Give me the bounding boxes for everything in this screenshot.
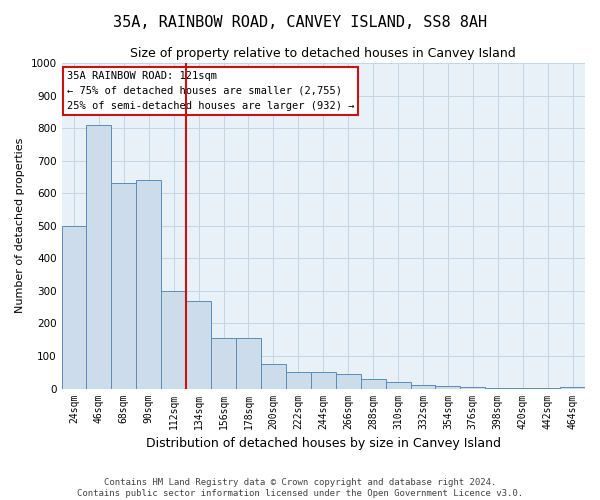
Bar bbox=[261, 364, 286, 388]
Bar bbox=[136, 180, 161, 388]
Bar bbox=[386, 382, 410, 388]
Bar bbox=[560, 387, 585, 388]
Bar bbox=[211, 338, 236, 388]
Bar bbox=[460, 387, 485, 388]
Bar bbox=[336, 374, 361, 388]
Bar bbox=[86, 125, 112, 388]
Bar bbox=[361, 379, 386, 388]
Bar bbox=[62, 226, 86, 388]
Text: 35A, RAINBOW ROAD, CANVEY ISLAND, SS8 8AH: 35A, RAINBOW ROAD, CANVEY ISLAND, SS8 8A… bbox=[113, 15, 487, 30]
Bar bbox=[436, 386, 460, 388]
Bar bbox=[286, 372, 311, 388]
Title: Size of property relative to detached houses in Canvey Island: Size of property relative to detached ho… bbox=[130, 48, 516, 60]
Bar bbox=[186, 300, 211, 388]
Text: Contains HM Land Registry data © Crown copyright and database right 2024.
Contai: Contains HM Land Registry data © Crown c… bbox=[77, 478, 523, 498]
X-axis label: Distribution of detached houses by size in Canvey Island: Distribution of detached houses by size … bbox=[146, 437, 501, 450]
Y-axis label: Number of detached properties: Number of detached properties bbox=[15, 138, 25, 314]
Bar bbox=[410, 384, 436, 388]
Bar bbox=[112, 184, 136, 388]
Text: 35A RAINBOW ROAD: 121sqm
← 75% of detached houses are smaller (2,755)
25% of sem: 35A RAINBOW ROAD: 121sqm ← 75% of detach… bbox=[67, 71, 354, 111]
Bar bbox=[311, 372, 336, 388]
Bar bbox=[161, 291, 186, 388]
Bar bbox=[236, 338, 261, 388]
